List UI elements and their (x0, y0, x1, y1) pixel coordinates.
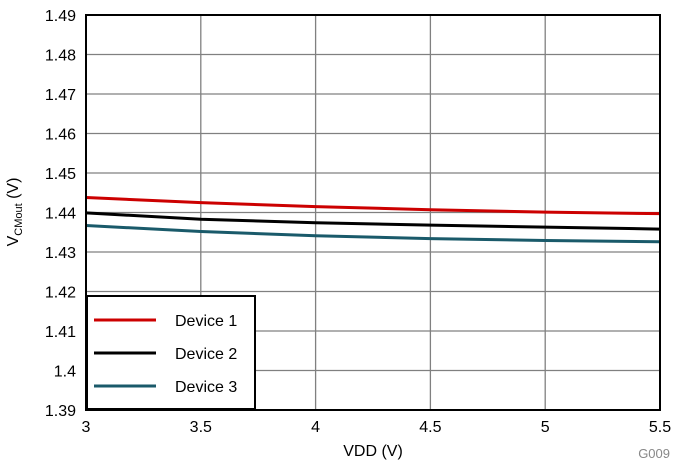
legend-label: Device 1 (175, 313, 237, 330)
x-tick-label: 3.5 (190, 419, 212, 436)
y-tick-label: 1.4 (54, 364, 76, 381)
y-tick-label: 1.48 (45, 48, 76, 65)
legend-label: Device 2 (175, 346, 237, 363)
x-tick-label: 5.5 (649, 419, 671, 436)
y-tick-label: 1.49 (45, 8, 76, 25)
y-tick-label: 1.41 (45, 324, 76, 341)
y-tick-label: 1.42 (45, 285, 76, 302)
y-tick-label: 1.47 (45, 87, 76, 104)
x-tick-label: 5 (541, 419, 550, 436)
x-tick-label: 4.5 (419, 419, 441, 436)
x-tick-label: 3 (82, 419, 91, 436)
x-axis-label: VDD (V) (343, 443, 403, 460)
plot-frame (85, 14, 661, 411)
y-tick-label: 1.45 (45, 166, 76, 183)
y-tick-label: 1.39 (45, 403, 76, 420)
figure-id: G009 (638, 446, 670, 461)
y-tick-label: 1.46 (45, 127, 76, 144)
x-tick-label: 4 (311, 419, 320, 436)
legend-label: Device 3 (175, 379, 237, 396)
legend: Device 1 Device 2 Device 3 (86, 295, 256, 410)
series-line-2 (85, 211, 661, 231)
y-tick-label: 1.44 (45, 206, 76, 223)
series-line-1 (85, 195, 661, 216)
y-tick-label: 1.43 (45, 245, 76, 262)
series-line-3 (85, 224, 661, 244)
y-axis-label: VCMout (V) (5, 178, 25, 247)
